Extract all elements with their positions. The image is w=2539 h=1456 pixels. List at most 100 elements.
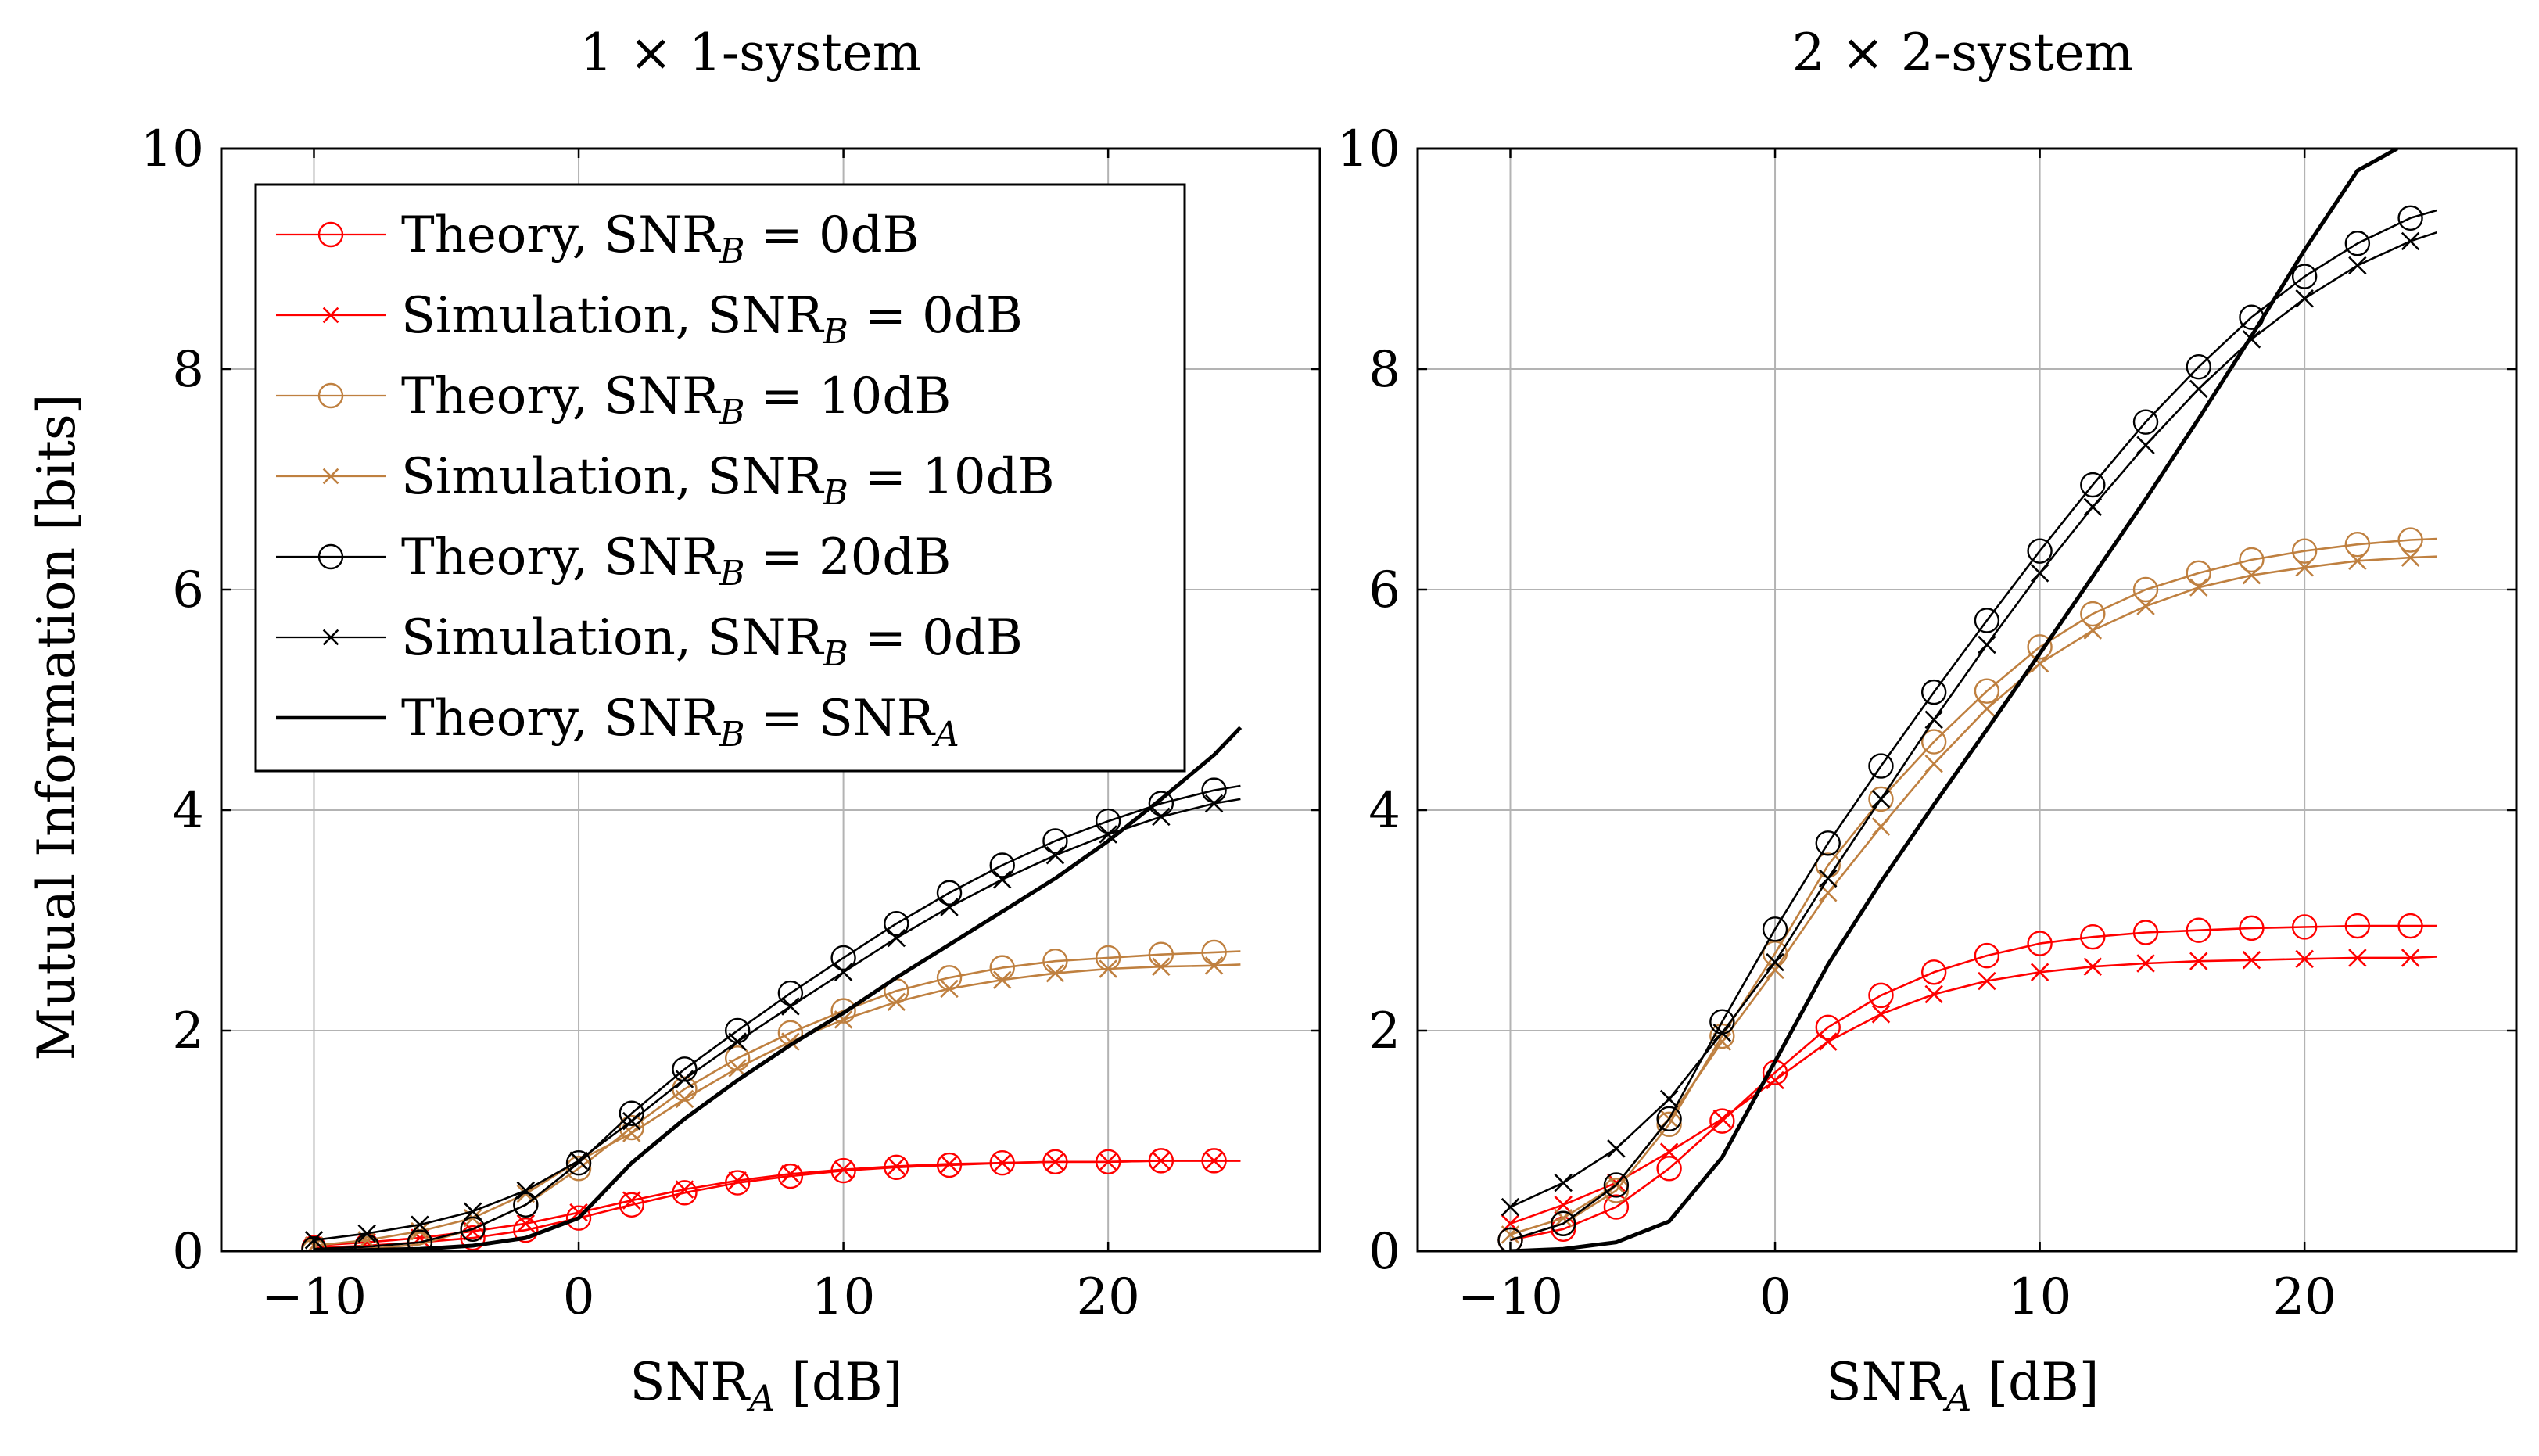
plot-1x1-series-5-point-13 [993, 870, 1012, 889]
plot-1x1-series-5-point-7 [675, 1070, 694, 1088]
plot-1x1-series-5-point-0 [304, 1231, 324, 1250]
plot-1x1-axes-frame [220, 147, 1321, 1253]
legend-entry-1-rest: = 0dB [848, 287, 1023, 345]
plot-2x2-series-5-point-17 [2401, 231, 2420, 251]
plot-1x1-ytick-label-0: 0 [172, 1223, 204, 1281]
plot-1x1-ytick-label-2: 4 [172, 782, 204, 840]
legend-entry-2-marker [317, 382, 344, 409]
plot-2x2-series-3-point-11 [2083, 621, 2103, 640]
plot-1x1-series-5-point-5 [569, 1151, 588, 1171]
plot-2x2-xtick-label-1: 0 [1759, 1268, 1791, 1326]
plot-2x2-series-3-point-8 [1924, 755, 1943, 773]
plot-2x2-series-2-point-13 [2186, 560, 2211, 586]
plot-1x1-ytick-label-1: 2 [172, 1002, 204, 1060]
plot-1x1-xtick-label-1: 0 [563, 1268, 595, 1326]
plot-2x2-series-2-point-8 [1920, 729, 1947, 755]
plot-2x2-series-4-point-15 [2291, 264, 2318, 289]
plot-1x1-series-1-point-7 [675, 1180, 694, 1199]
legend-entry-0-rest: = 0dB [745, 206, 920, 264]
plot-2x2-ytick-label-1: 2 [1368, 1002, 1400, 1060]
legend-entry-1: Simulation, SNRB = 0dB [276, 287, 1023, 352]
legend-entry-5-label: Simulation, SNRB = 0dB [401, 609, 1023, 674]
legend-entry-2-label: Theory, SNRB = 10dB [401, 368, 951, 432]
plot-1x1-series-5-point-3 [463, 1202, 482, 1221]
plot-2x2-series-2-point-15 [2291, 538, 2318, 564]
plot-2x2-series-2-point-9 [1974, 678, 2000, 704]
plot-1x1-series-1-point-13 [993, 1153, 1012, 1172]
plot-2x2-series-0-point-13 [2186, 917, 2211, 943]
plot-2x2-series-5-point-13 [2189, 379, 2208, 399]
plot-1x1-series-1-point-11 [887, 1157, 906, 1176]
plot-1x1-series-5-point-12 [940, 898, 959, 916]
plot-2x2-series-4 [1497, 205, 2437, 1251]
plot-1x1-series-3-point-11 [887, 992, 906, 1012]
plot-1x1-series-4-point-0 [301, 1235, 327, 1251]
plot-2x2-series-4-point-10 [2027, 538, 2053, 564]
plot-2x2-series-5-point-0 [1501, 1197, 1520, 1217]
legend-entry-1-sub: B [823, 312, 848, 352]
plot-2x2-series-2-line [1510, 537, 2437, 1242]
plot-2x2-series-3-point-13 [2189, 578, 2208, 597]
plot-2x2-series-5-point-6 [1819, 869, 1838, 888]
plot-2x2-series-5-point-10 [2030, 564, 2049, 583]
plot-2x2-series-5-point-9 [1978, 635, 1996, 654]
plot-2x2-series-3-point-5 [1766, 960, 1784, 980]
plot-2x2-series-3-point-16 [2348, 551, 2367, 571]
plot-1x1-xlabel-sub: A [746, 1377, 775, 1419]
plot-2x2-series-5-point-11 [2083, 497, 2103, 516]
plot-2x2-series-0-point-2 [1603, 1194, 1630, 1220]
plot-1x1-series-4-point-1 [354, 1234, 380, 1251]
plot-1x1-series-5-point-8 [728, 1032, 747, 1051]
plot-2x2-series-4-point-3 [1656, 1106, 1682, 1132]
legend-box [254, 183, 1186, 773]
plot-1x1-series-5 [304, 794, 1241, 1250]
plot-2x2-series-1-point-8 [1924, 984, 1943, 1004]
plot-1x1-series-5-point-17 [1204, 794, 1224, 813]
plot-2x2-xtick-label-3: 20 [2272, 1268, 2336, 1326]
plot-1x1-series-4-point-7 [672, 1056, 698, 1082]
plot-2x2-series-5-point-2 [1607, 1139, 1626, 1158]
plot-2x2-ytick-label-4: 8 [1368, 341, 1400, 399]
plot-2x2-series-6 [1510, 149, 2398, 1251]
legend-entry-6-label: Theory, SNRB = SNRA [401, 690, 959, 755]
plot-1x1-series-5-point-6 [622, 1111, 641, 1131]
plot-2x2-series-0-point-3 [1656, 1156, 1682, 1182]
plot-2x2-xtick-label-0: −10 [1458, 1268, 1563, 1326]
plot-1x1-ytick-label-5: 10 [141, 120, 204, 178]
plot-1x1-xlabel: SNRA [dB] [629, 1352, 902, 1419]
plot-1x1-title: 1 × 1-system [580, 23, 922, 83]
plot-2x2-series-1-point-9 [1978, 971, 1996, 991]
legend-entry-4-text: Theory, SNR [401, 529, 721, 586]
plot-2x2-series-3-point-7 [1871, 817, 1891, 836]
plot-2x2-series-5-point-7 [1871, 790, 1891, 809]
plot-1x1-series-6 [314, 726, 1243, 1251]
plot-2x2-series-1-point-4 [1712, 1110, 1732, 1128]
plot-1x1-series-0-point-5 [565, 1205, 592, 1231]
plot-2x2-series-1-point-13 [2189, 952, 2208, 970]
legend-entry-5-marker [322, 629, 339, 646]
plot-2x2-series-0-point-4 [1709, 1108, 1735, 1134]
legend-entry-4-rest: = 20dB [745, 529, 952, 586]
plot-2x2-series-1 [1501, 949, 2437, 1233]
plot-1x1-series-1-point-10 [834, 1160, 853, 1179]
plot-1x1-series-4-point-12 [936, 880, 963, 906]
plot-2x2-series-5-point-5 [1766, 952, 1784, 972]
plot-1x1-ytick-label-3: 6 [172, 561, 204, 619]
legend-entry-2-rest: = 10dB [745, 368, 952, 425]
plot-2x2-series-4-point-6 [1815, 830, 1841, 856]
plot-2x2-series-5-point-12 [2136, 436, 2155, 455]
plot-1x1-series-1-point-8 [728, 1171, 747, 1190]
plot-1x1-series-4-point-2 [407, 1229, 433, 1251]
plot-2x2-series-3-point-14 [2242, 565, 2261, 585]
plot-1x1-series-1-point-17 [1204, 1151, 1224, 1171]
plot-1x1-ylabel: Mutual Information [bits] [27, 394, 87, 1061]
legend-entry-3-rest: = 10dB [848, 448, 1055, 506]
plot-1x1-series-1-point-14 [1045, 1153, 1065, 1171]
legend-entry-1-marker [322, 307, 339, 324]
plot-2x2-ytick-label-0: 0 [1368, 1223, 1400, 1281]
plot-2x2-series-3-point-4 [1712, 1032, 1732, 1051]
plot-1x1-series-4-point-9 [777, 980, 804, 1006]
plot-2x2-xlabel-unit: [dB] [1971, 1352, 2099, 1412]
